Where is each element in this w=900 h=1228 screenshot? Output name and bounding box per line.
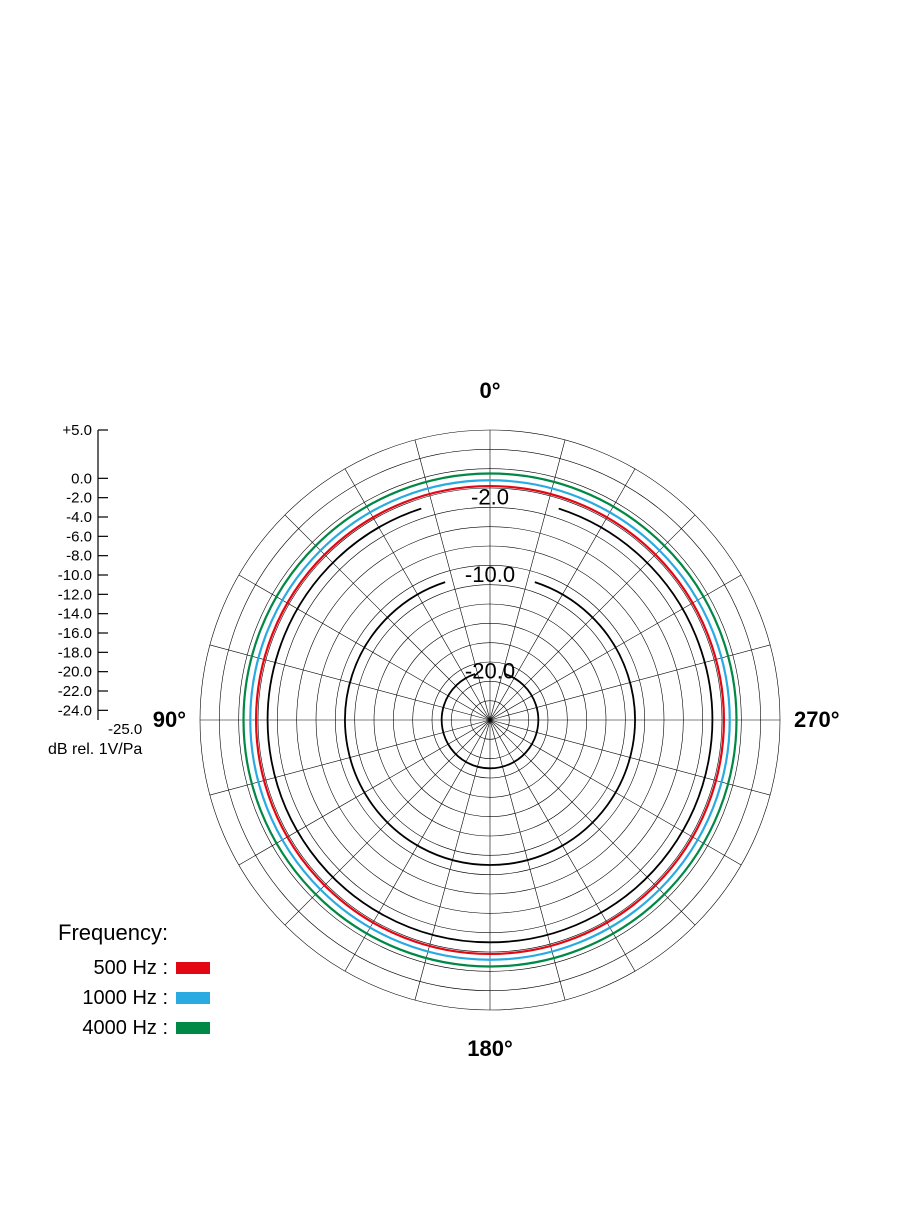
polar-chart-container: -2.0 -10.0 -20.0 0° 90° 180° 270° +5.0 0.0 -2.0…	[0, 0, 900, 1228]
scale-tick-label: 0.0	[71, 470, 92, 487]
scale-tick-label: +5.0	[62, 422, 92, 439]
angle-label-180: 180°	[467, 1036, 513, 1061]
ring-label: -20.0	[465, 659, 515, 684]
scale-tick-label: -20.0	[58, 664, 92, 681]
scale-tick-label: -6.0	[66, 528, 92, 545]
scale-tick-label: -18.0	[58, 644, 92, 661]
polar-chart-svg: -2.0 -10.0 -20.0 0° 90° 180° 270° +5.0 0.0 -2.0…	[0, 0, 900, 1228]
legend: Frequency: 500 Hz : 1000 Hz : 4000 Hz :	[58, 920, 210, 1039]
legend-item-label: 500 Hz :	[94, 957, 168, 979]
scale-tick-label: -8.0	[66, 548, 92, 565]
angle-label-90: 90°	[153, 707, 186, 732]
scale-tick-label: -25.0	[108, 721, 142, 738]
linear-db-scale: +5.0 0.0 -2.0 -4.0 -6.0 -8.0 -10.0 -12.0 -14.0 -1…	[48, 422, 142, 758]
legend-swatch	[176, 962, 210, 974]
scale-tick-label: -2.0	[66, 490, 92, 507]
legend-item-label: 1000 Hz :	[82, 987, 168, 1009]
grid-spokes	[200, 430, 780, 1010]
scale-tick-label: -10.0	[58, 567, 92, 584]
legend-title: Frequency:	[58, 920, 168, 945]
ring-label: -2.0	[471, 485, 509, 510]
legend-swatch	[176, 992, 210, 1004]
scale-tick-label: -4.0	[66, 509, 92, 526]
scale-tick-label: -12.0	[58, 586, 92, 603]
ring-label: -10.0	[465, 562, 515, 587]
scale-tick-label: -16.0	[58, 625, 92, 642]
angle-label-0: 0°	[479, 378, 500, 403]
scale-tick-label: -14.0	[58, 606, 92, 623]
scale-tick-label: -24.0	[58, 702, 92, 719]
scale-tick-label: -22.0	[58, 683, 92, 700]
legend-item-label: 4000 Hz :	[82, 1017, 168, 1039]
angle-label-270: 270°	[794, 707, 840, 732]
scale-title: dB rel. 1V/Pa	[48, 741, 142, 758]
legend-swatch	[176, 1022, 210, 1034]
